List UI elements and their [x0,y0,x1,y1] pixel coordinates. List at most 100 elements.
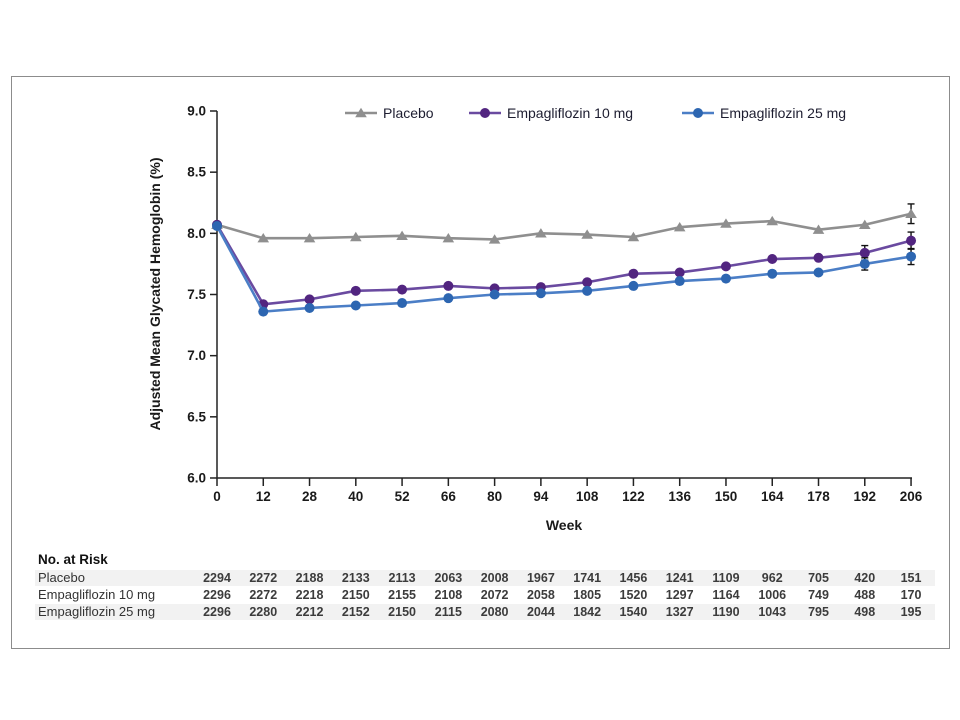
data-point [350,231,362,242]
x-tick-label: 108 [576,489,599,504]
circle-marker-icon [480,108,490,118]
data-point [350,285,361,296]
risk-count: 170 [900,588,922,602]
risk-count: 2296 [203,588,231,602]
risk-count: 1967 [526,571,555,585]
legend-label: Empagliflozin 10 mg [507,105,633,121]
risk-count: 1327 [665,605,694,619]
data-point [488,234,501,244]
y-tick-label: 8.0 [187,226,206,241]
data-point [906,251,917,262]
data-point [628,280,639,291]
data-point [582,277,593,288]
risk-row-empagliflozin-10-mg: Empagliflozin 10 mg 2296 2272 2218 2150 2155 2… [35,587,935,603]
data-point [813,267,824,278]
risk-count: 1006 [758,588,787,602]
data-point [859,247,870,258]
risk-count: 2272 [249,571,278,585]
data-point [767,268,778,279]
risk-count: 2072 [480,588,509,602]
risk-count: 2150 [388,605,416,619]
y-tick-label: 6.5 [187,409,206,424]
data-point [535,228,547,238]
y-tick-label: 7.5 [187,287,206,302]
risk-count: 2212 [295,605,324,619]
data-point [397,284,408,295]
data-point [628,268,639,279]
x-tick-label: 66 [441,489,457,504]
x-tick-label: 80 [487,489,502,504]
x-tick-label: 206 [900,489,923,504]
risk-count: 1297 [665,588,694,602]
y-tick-label: 7.0 [187,348,206,363]
legend: Placebo Empagliflozin 10 mg Empagliflozin … [345,105,846,121]
risk-count: 2155 [388,588,416,602]
risk-count: 2063 [434,571,463,585]
data-point [905,208,917,218]
risk-count: 2218 [295,588,324,602]
figure-frame [11,76,950,649]
data-point [858,219,871,229]
risk-count: 1164 [712,588,740,602]
risk-count: 2150 [341,588,370,602]
data-point [304,294,315,305]
risk-count: 1741 [573,571,602,585]
x-tick-label: 0 [213,489,221,504]
legend-label: Empagliflozin 25 mg [720,105,846,121]
data-point [674,267,685,278]
circle-marker-icon [693,108,703,118]
data-point [582,285,593,296]
risk-count: 1520 [619,588,648,602]
data-point [397,298,408,309]
risk-count: 1842 [573,605,602,619]
risk-row-label: Empagliflozin 10 mg [38,587,156,602]
x-tick-label: 136 [668,489,691,504]
x-tick-label: 192 [854,489,877,504]
risk-count: 1043 [758,605,787,619]
risk-count: 2113 [388,571,416,585]
data-point [212,220,222,231]
legend-label: Placebo [383,105,434,121]
hba1c-line-chart: Adjusted Mean Glycated Hemoglobin (%) 9.… [147,104,923,534]
x-tick-label: 150 [715,489,738,504]
risk-row-empagliflozin-25-mg: Empagliflozin 25 mg 2296 2280 2212 2152 2150 2… [35,604,935,620]
risk-count: 795 [808,605,829,619]
data-point [303,233,316,243]
data-point [442,233,455,243]
data-point [767,254,778,265]
y-tick-label: 6.0 [187,470,206,485]
data-point [812,224,825,234]
risk-count: 2115 [434,605,462,619]
risk-count: 2280 [249,605,278,619]
series-line [215,225,912,313]
risk-count: 2188 [295,571,324,585]
data-point [813,252,824,263]
data-point [720,218,732,228]
risk-count: 2272 [249,588,278,602]
data-point [906,235,917,246]
risk-count: 2108 [434,588,463,602]
x-tick-label: 178 [807,489,830,504]
y-axis-label: Adjusted Mean Glycated Hemoglobin (%) [147,157,163,430]
legend-item-empagliflozin-25-mg: Empagliflozin 25 mg [682,105,846,121]
data-point [257,233,270,243]
risk-count: 2058 [526,588,555,602]
risk-count: 2152 [341,605,370,619]
triangle-marker-icon [355,107,367,118]
risk-count: 2296 [203,605,231,619]
data-point [627,231,640,242]
risk-row-placebo: Placebo 2294 2272 2188 2133 2113 2063 2008 1967 1… [35,570,935,586]
x-tick-label: 40 [348,489,363,504]
y-tick-label: 9.0 [187,104,206,119]
data-point [258,306,269,317]
data-point [720,273,731,284]
data-point [766,215,779,226]
risk-count: 1109 [712,571,740,585]
risk-row-label: Placebo [38,570,85,585]
y-tick-label: 8.5 [187,165,206,180]
series-layer [211,203,917,317]
axes-layer: 9.0 8.5 8.0 7.5 7.0 6.5 6.0 0 12 28 40 52 66 80 94 108 1… [187,104,923,504]
risk-count: 1241 [665,571,694,585]
data-point [720,261,731,272]
